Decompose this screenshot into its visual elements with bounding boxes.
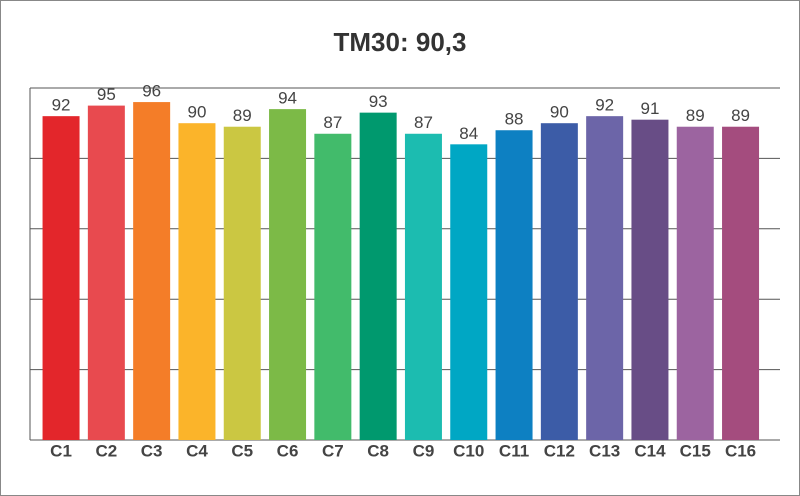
chart-title: TM30: 90,3 xyxy=(334,27,467,57)
x-tick-label: C8 xyxy=(367,441,389,460)
value-label: 96 xyxy=(142,82,161,101)
x-tick-label: C9 xyxy=(413,441,435,460)
x-tick-label: C1 xyxy=(50,441,72,460)
value-label: 94 xyxy=(278,89,297,108)
value-label: 84 xyxy=(459,124,478,143)
x-tick-label: C5 xyxy=(231,441,253,460)
bar xyxy=(631,119,669,441)
bar xyxy=(450,144,488,440)
bar xyxy=(314,133,352,440)
bar xyxy=(586,116,624,440)
x-tick-label: C14 xyxy=(634,441,666,460)
value-label: 89 xyxy=(731,106,750,125)
value-label: 91 xyxy=(640,99,659,118)
x-tick-label: C11 xyxy=(499,441,529,460)
value-label: 92 xyxy=(595,96,614,115)
value-label: 95 xyxy=(97,85,116,104)
value-label: 87 xyxy=(323,113,342,132)
x-tick-label: C3 xyxy=(141,441,163,460)
bar xyxy=(676,126,714,440)
bar xyxy=(404,133,442,440)
x-tick-label: C15 xyxy=(680,441,711,460)
x-tick-label: C7 xyxy=(322,441,344,460)
bar xyxy=(495,130,533,441)
bar xyxy=(133,102,171,440)
value-label: 89 xyxy=(686,106,705,125)
bar xyxy=(87,105,125,440)
bar xyxy=(178,123,216,440)
value-label: 88 xyxy=(505,110,524,129)
x-tick-label: C2 xyxy=(95,441,117,460)
value-label: 90 xyxy=(187,103,206,122)
bar xyxy=(722,126,760,440)
value-label: 93 xyxy=(369,92,388,111)
x-tick-label: C12 xyxy=(544,441,575,460)
value-label: 87 xyxy=(414,113,433,132)
x-tick-label: C13 xyxy=(589,441,620,460)
x-tick-label: C6 xyxy=(277,441,299,460)
bar xyxy=(540,123,578,440)
x-tick-label: C10 xyxy=(453,441,484,460)
value-label: 92 xyxy=(52,96,71,115)
value-label: 89 xyxy=(233,106,252,125)
bar xyxy=(42,116,80,440)
bar xyxy=(269,109,307,441)
bar xyxy=(359,112,397,440)
x-tick-label: C16 xyxy=(725,441,756,460)
value-label: 90 xyxy=(550,103,569,122)
x-tick-label: C4 xyxy=(186,441,208,460)
bar xyxy=(223,126,261,440)
